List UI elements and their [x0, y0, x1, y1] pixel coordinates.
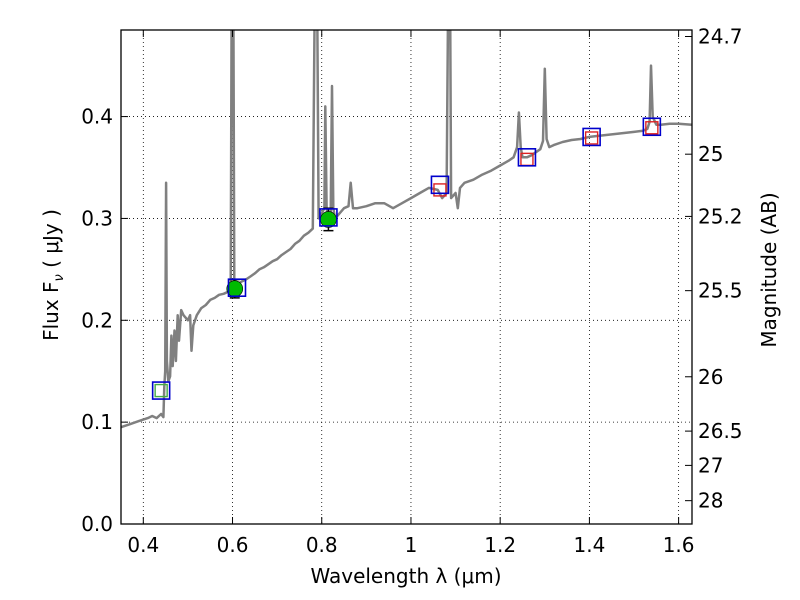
x-axis-label: Wavelength λ (μm): [310, 564, 501, 588]
spectrum-line: [121, 30, 692, 429]
mag-tick-label: 24.7: [698, 24, 743, 48]
x-tick-label: 1: [405, 533, 418, 557]
y-axis-label-unit: ( μJy ): [39, 209, 63, 274]
model-point: [582, 127, 601, 147]
observed-point: [645, 121, 659, 135]
observed-point: [584, 131, 599, 145]
observed-point: [433, 183, 447, 197]
y-tick-label: 0.3: [81, 206, 113, 230]
plot-frame: [120, 29, 693, 525]
mag-tick-label: 26.5: [698, 419, 743, 443]
x-tick-label: 0.4: [127, 533, 159, 557]
x-tick-label: 1.4: [573, 533, 605, 557]
observed-point: [320, 211, 337, 228]
mag-tick-label: 25.2: [698, 204, 743, 228]
model-point: [430, 175, 450, 195]
y-axis-label: Flux Fν ( μJy ): [39, 209, 67, 341]
right-axis-label: Magnitude (AB): [757, 192, 781, 347]
model-point: [642, 117, 662, 137]
model-point: [517, 148, 537, 167]
y-tick-label: 0.2: [81, 308, 113, 332]
observed-point: [154, 383, 168, 398]
y-axis-label-main: Flux F: [39, 281, 63, 340]
model-point: [151, 381, 171, 400]
y-tick-label: 0.1: [81, 410, 113, 434]
y-tick-label: 0.4: [81, 105, 113, 129]
grid-lines: [121, 30, 692, 525]
chart-series: [121, 30, 692, 429]
mag-tick-label: 26: [698, 365, 723, 389]
x-tick-label: 0.8: [306, 533, 338, 557]
y-axis-label-sub: ν: [52, 274, 67, 281]
axis-ticks: 0.4 0.6 0.8 1 1.2 1.4 1.6 0.0 0.1 0.2 0.3 0.4 24.7 25…: [81, 24, 742, 557]
x-tick-label: 0.6: [217, 533, 249, 557]
mag-tick-label: 25.5: [698, 279, 743, 303]
mag-tick-label: 27: [698, 453, 723, 477]
y-tick-label: 0.0: [81, 512, 113, 536]
model-point: [319, 208, 338, 227]
mag-tick-label: 28: [698, 489, 723, 513]
x-tick-label: 1.2: [484, 533, 516, 557]
model-point: [227, 278, 247, 297]
mag-tick-label: 25: [698, 142, 723, 166]
x-tick-label: 1.6: [663, 533, 695, 557]
